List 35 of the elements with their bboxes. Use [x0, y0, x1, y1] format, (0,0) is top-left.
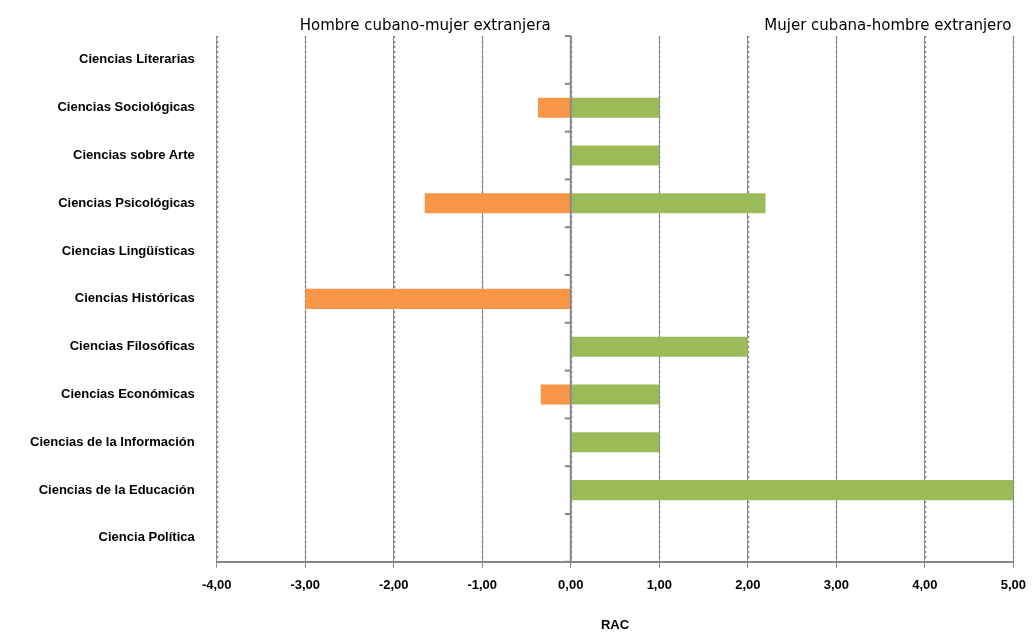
bar	[424, 193, 571, 214]
y-tick-label: Ciencias Literarias	[79, 51, 195, 67]
text: Mujer cubana-hombre extranjero	[764, 15, 1012, 34]
x-axis-title: RAC	[600, 616, 630, 632]
bar	[571, 480, 1014, 501]
bar	[540, 384, 571, 405]
x-tick-label: 4,00	[912, 577, 938, 593]
y-tick-label: Ciencias Lingüísticas	[61, 242, 195, 258]
y-tick-label: Ciencias Psicológicas	[58, 194, 195, 210]
x-tick-label: 3,00	[823, 577, 849, 593]
bar	[571, 145, 660, 166]
y-tick-label: Ciencias sobre Arte	[73, 147, 195, 163]
y-tick-label: Ciencias Económicas	[61, 386, 195, 402]
x-tick-label: -1,00	[467, 577, 498, 593]
x-tick-label: 5,00	[1000, 577, 1027, 593]
bar	[571, 97, 660, 118]
x-tick-label: -2,00	[378, 577, 409, 593]
text: Hombre cubano-mujer extranjera	[299, 15, 551, 34]
y-tick-label: Ciencias de la Información	[30, 433, 195, 449]
x-tick-label: -4,00	[201, 577, 232, 593]
bar	[571, 336, 748, 357]
bar	[538, 97, 571, 118]
bar	[305, 288, 571, 309]
bar	[571, 432, 660, 453]
y-tick-label: Ciencias Sociológicas	[57, 99, 195, 115]
x-tick-label: 0,00	[558, 577, 584, 593]
y-tick-label: Ciencias Históricas	[74, 290, 195, 306]
bar	[571, 193, 766, 214]
y-tick-label: Ciencias Filosóficas	[69, 338, 195, 354]
x-tick-label: -3,00	[290, 577, 321, 593]
bar	[571, 384, 660, 405]
y-tick-label: Ciencias de la Educación	[38, 481, 195, 497]
y-tick-label: Ciencia Política	[98, 529, 196, 545]
x-tick-label: 2,00	[735, 577, 761, 593]
x-tick-label: 1,00	[646, 577, 672, 593]
